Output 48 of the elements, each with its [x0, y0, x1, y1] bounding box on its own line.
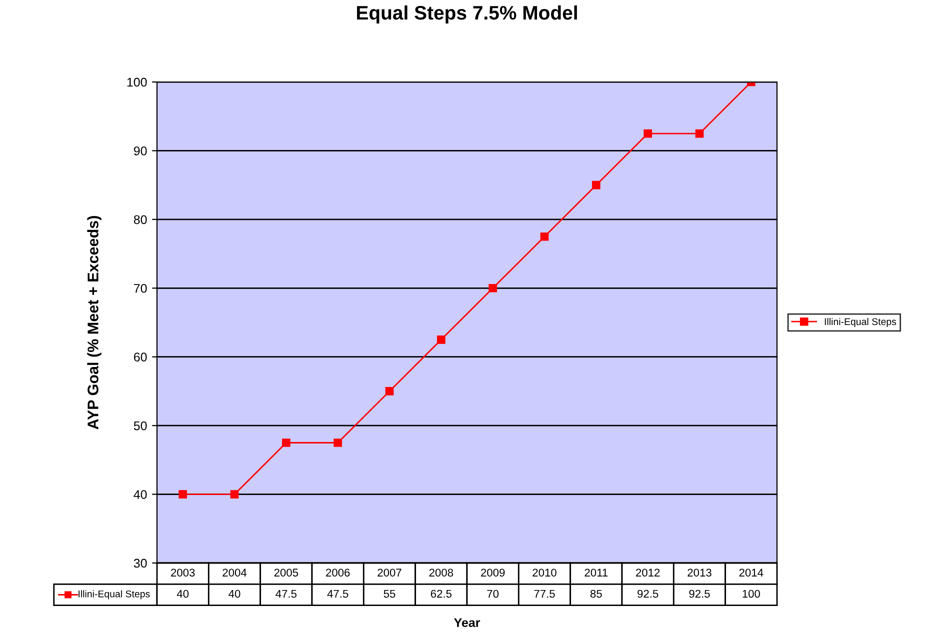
point [540, 232, 549, 241]
y-tick-label: 30 [134, 558, 147, 568]
point [695, 129, 704, 138]
x-tick-label: 2011 [584, 568, 608, 577]
x-tick-label: 2007 [378, 568, 402, 577]
x-tick-label: 2005 [274, 568, 298, 577]
x-tick-label: 2006 [326, 568, 350, 577]
x-tick-label: 2010 [532, 568, 556, 577]
point [230, 490, 239, 498]
point [488, 284, 497, 292]
y-tick-label: 80 [134, 215, 147, 224]
chart-title: Equal Steps 7.5% Model [357, 5, 577, 24]
x-axis-title: Year [454, 618, 480, 628]
y-tick-label: 60 [134, 352, 147, 362]
x-tick-label: 2013 [688, 568, 712, 577]
point [644, 129, 652, 138]
x-tick-label: 2004 [222, 568, 247, 577]
data-label: 47.5 [327, 590, 348, 598]
y-axis-title: AYP Goal (% Meet + Exceeds) [87, 216, 102, 430]
x-tick-label: 2012 [636, 568, 660, 577]
data-label: 92.5 [638, 590, 658, 598]
x-tick-label: 2014 [739, 568, 764, 577]
point [178, 490, 187, 498]
data-label: 40 [228, 590, 240, 598]
x-tick-label: 2008 [429, 568, 454, 577]
data-label: 40 [176, 590, 189, 598]
data-label: 70 [487, 590, 499, 598]
point [385, 387, 394, 396]
text: Illini-Equal Steps [78, 590, 150, 600]
point [592, 180, 600, 190]
y-tick-label: 40 [134, 490, 147, 499]
point [334, 438, 342, 447]
y-tick-label: 70 [134, 284, 147, 293]
point [437, 336, 446, 344]
point [282, 438, 290, 447]
data-label: 92.5 [689, 590, 710, 598]
x-tick-label: 2009 [481, 568, 505, 577]
data-label: 85 [590, 590, 602, 598]
x-tick-label: 2003 [171, 568, 195, 577]
data-label: 100 [742, 590, 760, 598]
data-label: 47.5 [276, 590, 297, 598]
y-tick-label: 50 [134, 421, 147, 430]
y-tick-label: 100 [127, 78, 147, 87]
y-tick-label: 90 [134, 146, 147, 156]
data-label: 77.5 [534, 590, 555, 598]
legend-label: Illini-Equal Steps [824, 318, 896, 328]
data-label: 62.5 [430, 590, 452, 598]
data-label: 55 [384, 590, 396, 598]
